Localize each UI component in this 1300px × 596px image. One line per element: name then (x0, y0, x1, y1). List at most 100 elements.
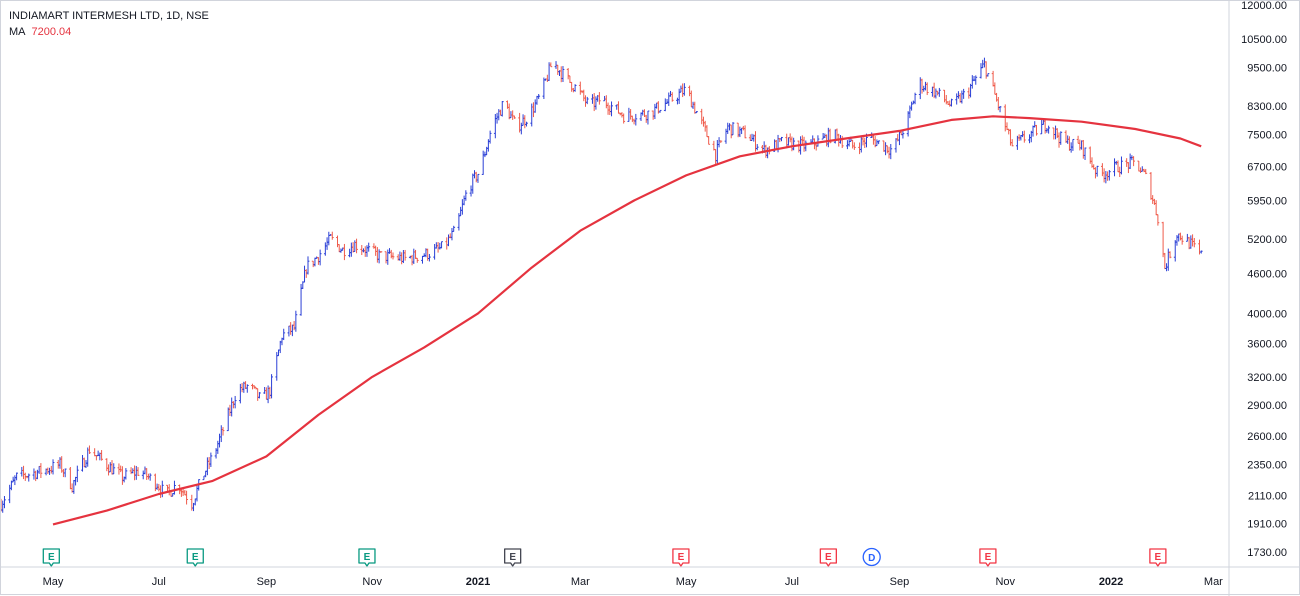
time-tick-label: Nov (362, 576, 382, 588)
ohlc-bar (100, 450, 103, 461)
ohlc-bar (206, 457, 209, 476)
ohlc-bar (1161, 221, 1165, 258)
ohlc-bar (75, 465, 79, 483)
ohlc-bar (610, 101, 613, 117)
ohlc-bar (962, 88, 966, 99)
ohlc-bar (1076, 135, 1080, 144)
ohlc-bar (1139, 167, 1142, 173)
ohlc-bar (597, 92, 601, 105)
earnings-marker[interactable]: E (672, 548, 690, 567)
ohlc-bar (287, 325, 291, 337)
ohlc-bar (948, 100, 952, 107)
earnings-marker[interactable]: E (186, 548, 204, 567)
price-axis[interactable]: 12000.00 10500.00 9500.00 8300.00 7500.00 670… (1228, 1, 1287, 596)
ohlc-bar (60, 456, 64, 473)
dividend-marker[interactable]: D (862, 547, 881, 567)
ohlc-bar (1140, 166, 1144, 172)
marker-label: E (48, 552, 55, 563)
ohlc-bar (620, 112, 624, 118)
ohlc-bar (327, 231, 331, 246)
ohlc-bar (230, 397, 234, 417)
ohlc-bar (858, 142, 861, 155)
ohlc-bar (8, 484, 12, 504)
ohlc-bar (998, 105, 1002, 113)
price-tick-label: 4600.00 (1247, 269, 1287, 281)
ohlc-bar (124, 468, 128, 480)
ohlc-bar (1191, 234, 1194, 247)
ohlc-bar (474, 171, 478, 183)
ohlc-bar (433, 243, 437, 260)
ohlc-bar (630, 115, 634, 123)
ohlc-bar (986, 73, 990, 77)
price-tick-label: 7500.00 (1247, 130, 1287, 142)
ohlc-bar (403, 249, 407, 261)
ohlc-bar (681, 83, 685, 98)
symbol-title: INDIAMART INTERMESH LTD, 1D, NSE (9, 10, 209, 22)
ohlc-bar (582, 89, 586, 102)
ohlc-bar (401, 249, 405, 264)
ohlc-bar (573, 84, 577, 92)
ohlc-bar (663, 98, 667, 112)
ohlc-bar (56, 459, 60, 469)
ohlc-bar (499, 109, 502, 116)
earnings-marker[interactable]: E (504, 548, 522, 567)
ohlc-bar (414, 249, 417, 259)
ohlc-bar (313, 257, 317, 267)
ohlc-bar (608, 105, 612, 115)
earnings-marker[interactable]: E (979, 548, 997, 567)
ohlc-bar (1040, 119, 1044, 135)
ohlc-bar (561, 66, 565, 82)
ohlc-bar (792, 137, 796, 151)
ohlc-bar (440, 241, 443, 249)
ohlc-bar (996, 96, 1000, 111)
ohlc-bar (141, 470, 145, 480)
marker-label: E (985, 552, 992, 563)
ohlc-bar (82, 457, 86, 468)
ma-legend: MA 7200.04 (9, 24, 209, 40)
time-tick-label: Jul (152, 576, 166, 588)
ohlc-bar (110, 460, 114, 475)
ohlc-bar (343, 243, 346, 261)
ohlc-bar (1, 500, 5, 513)
ohlc-bar (1177, 233, 1181, 242)
ma-label: MA (9, 26, 26, 38)
marker-label: E (1155, 552, 1162, 563)
ohlc-bar (460, 199, 464, 215)
ohlc-bar (422, 253, 426, 257)
time-axis[interactable]: May Jul Sep Nov 2021 Mar May Jul Sep Nov 2022 Mar (1, 566, 1300, 588)
ohlc-bar (107, 464, 110, 476)
ohlc-bar (481, 150, 485, 175)
ohlc-bar (209, 452, 213, 467)
ohlc-bar (898, 131, 901, 146)
ohlc-bar (774, 139, 778, 150)
ohlc-bar (39, 463, 43, 479)
ohlc-bar (46, 467, 50, 474)
ohlc-bar (1043, 118, 1047, 134)
ohlc-bar (108, 462, 112, 473)
ohlc-bar (216, 440, 220, 454)
ohlc-bar (1047, 125, 1051, 134)
earnings-marker[interactable]: E (1149, 548, 1167, 567)
ohlc-bar (15, 472, 19, 481)
ohlc-bar (375, 247, 379, 263)
ohlc-bar (445, 237, 449, 250)
ohlc-bar (1071, 138, 1075, 151)
ohlc-bar (665, 99, 669, 104)
ohlc-bar (646, 110, 650, 125)
ohlc-bar (330, 231, 334, 240)
ohlc-bar (1052, 127, 1056, 140)
ohlc-bar (372, 243, 376, 249)
chart-legend: INDIAMART INTERMESH LTD, 1D, NSE MA 7200.… (9, 8, 209, 40)
earnings-marker[interactable]: E (42, 548, 60, 567)
ohlc-bar (1068, 136, 1071, 151)
ohlc-bar (1033, 121, 1037, 128)
ohlc-bar (355, 238, 358, 254)
ohlc-bar (603, 95, 606, 102)
time-tick-label: Sep (257, 576, 277, 588)
earnings-marker[interactable]: E (358, 548, 376, 567)
ohlc-bar (88, 445, 91, 454)
ohlc-bar (304, 269, 308, 278)
earnings-marker[interactable]: E (819, 548, 837, 567)
